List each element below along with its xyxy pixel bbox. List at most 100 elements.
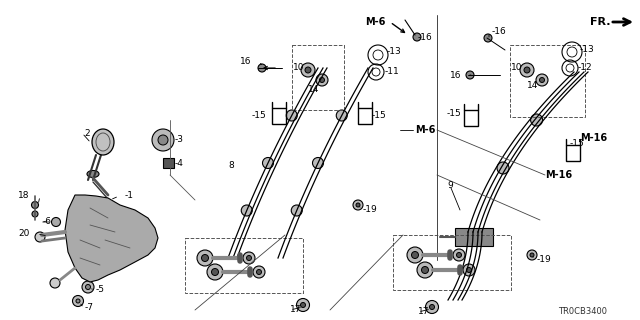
Circle shape xyxy=(31,202,38,209)
Circle shape xyxy=(316,74,328,86)
Circle shape xyxy=(497,162,509,174)
Text: -7: -7 xyxy=(85,303,94,313)
Circle shape xyxy=(253,266,265,278)
Circle shape xyxy=(467,268,472,273)
Text: M-16: M-16 xyxy=(580,133,607,143)
Circle shape xyxy=(207,264,223,280)
Text: M-16: M-16 xyxy=(545,170,572,180)
Circle shape xyxy=(35,232,45,242)
Bar xyxy=(566,145,580,161)
Bar xyxy=(455,228,493,246)
Circle shape xyxy=(82,281,94,293)
Circle shape xyxy=(407,247,423,263)
Text: -15: -15 xyxy=(372,111,387,121)
Ellipse shape xyxy=(87,171,99,178)
Text: -19: -19 xyxy=(537,255,552,265)
Circle shape xyxy=(540,77,545,83)
Polygon shape xyxy=(65,195,158,282)
Circle shape xyxy=(466,71,474,79)
Text: 16: 16 xyxy=(450,70,461,79)
Text: 18: 18 xyxy=(18,191,29,201)
Text: -4: -4 xyxy=(175,158,184,167)
Text: -12: -12 xyxy=(578,63,593,73)
Text: -16: -16 xyxy=(418,34,433,43)
Bar xyxy=(464,110,478,126)
Text: -3: -3 xyxy=(175,135,184,145)
Circle shape xyxy=(257,269,262,275)
Text: 8: 8 xyxy=(228,161,234,170)
Text: -1: -1 xyxy=(125,191,134,201)
Text: 16: 16 xyxy=(240,58,252,67)
Circle shape xyxy=(319,77,324,83)
Circle shape xyxy=(246,255,252,260)
Bar xyxy=(393,235,511,290)
Circle shape xyxy=(243,252,255,264)
Circle shape xyxy=(353,200,363,210)
Text: 14: 14 xyxy=(308,85,319,94)
Circle shape xyxy=(429,305,435,309)
Circle shape xyxy=(413,33,421,41)
Text: -15: -15 xyxy=(252,111,267,121)
Circle shape xyxy=(524,67,530,73)
Text: -11: -11 xyxy=(385,68,400,76)
Text: -15: -15 xyxy=(570,139,585,148)
Circle shape xyxy=(258,64,266,72)
Circle shape xyxy=(32,211,38,217)
Circle shape xyxy=(484,34,492,42)
Circle shape xyxy=(336,110,348,121)
Text: 17: 17 xyxy=(418,308,429,316)
Text: -19: -19 xyxy=(363,205,378,214)
Text: 20: 20 xyxy=(18,229,29,238)
Text: 14: 14 xyxy=(527,81,538,90)
Text: 17: 17 xyxy=(290,306,301,315)
Circle shape xyxy=(291,205,302,216)
Bar xyxy=(510,45,585,117)
Circle shape xyxy=(72,295,83,307)
Circle shape xyxy=(301,302,305,308)
Circle shape xyxy=(456,252,461,258)
Bar xyxy=(272,108,286,124)
Circle shape xyxy=(417,262,433,278)
Ellipse shape xyxy=(92,129,114,155)
Text: -13: -13 xyxy=(580,45,595,54)
Circle shape xyxy=(530,253,534,257)
Circle shape xyxy=(356,203,360,207)
Circle shape xyxy=(86,284,90,290)
Text: -16: -16 xyxy=(492,28,507,36)
Circle shape xyxy=(301,63,315,77)
Circle shape xyxy=(152,129,174,151)
Circle shape xyxy=(158,135,168,145)
Text: M-6: M-6 xyxy=(365,17,385,27)
Circle shape xyxy=(211,268,218,276)
Circle shape xyxy=(286,110,297,121)
Circle shape xyxy=(202,254,209,261)
Bar xyxy=(163,158,174,168)
Text: 10: 10 xyxy=(293,63,305,73)
Circle shape xyxy=(520,63,534,77)
Bar xyxy=(292,45,344,110)
Text: TR0CB3400: TR0CB3400 xyxy=(558,308,607,316)
Circle shape xyxy=(426,300,438,314)
Circle shape xyxy=(527,250,537,260)
Text: -6: -6 xyxy=(43,218,52,227)
Circle shape xyxy=(51,218,61,227)
Text: -15: -15 xyxy=(447,109,461,118)
Circle shape xyxy=(412,252,419,259)
Text: 2: 2 xyxy=(84,129,90,138)
Text: FR.: FR. xyxy=(590,17,611,27)
Circle shape xyxy=(197,250,213,266)
Bar xyxy=(358,108,372,124)
Bar xyxy=(185,238,303,293)
Circle shape xyxy=(50,278,60,288)
Circle shape xyxy=(262,157,273,169)
Circle shape xyxy=(463,264,475,276)
Circle shape xyxy=(536,74,548,86)
Circle shape xyxy=(241,205,252,216)
Text: -5: -5 xyxy=(96,285,105,294)
Circle shape xyxy=(305,67,311,73)
Text: M-6: M-6 xyxy=(415,125,435,135)
Text: -13: -13 xyxy=(387,47,402,57)
Circle shape xyxy=(76,299,80,303)
Text: 10: 10 xyxy=(511,63,522,73)
Text: 9: 9 xyxy=(447,180,452,189)
